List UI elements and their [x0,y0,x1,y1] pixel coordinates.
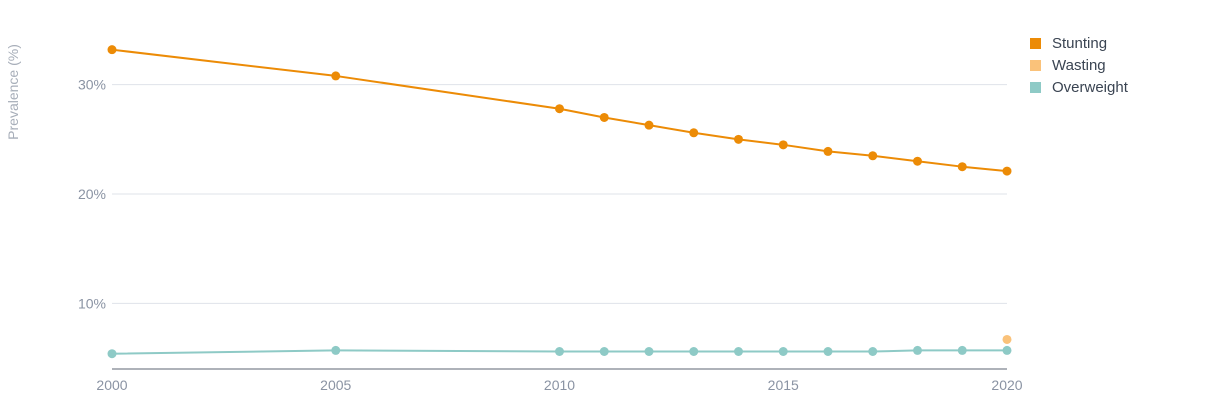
x-tick-label: 2000 [96,377,127,393]
data-point-overweight[interactable] [957,345,967,355]
data-point-overweight[interactable] [644,347,654,357]
data-point-stunting[interactable] [734,134,743,144]
data-point-overweight[interactable] [107,349,117,359]
data-point-overweight[interactable] [734,347,743,357]
data-point-overweight[interactable] [331,345,341,355]
data-point-stunting[interactable] [599,112,609,122]
y-tick-label: 20% [78,186,106,202]
data-point-stunting[interactable] [868,151,878,161]
data-point-stunting[interactable] [778,140,788,150]
series-group [107,45,1012,359]
x-tick-label: 2020 [991,377,1022,393]
data-point-overweight[interactable] [778,347,788,357]
series-stunting [107,45,1012,176]
legend-item-wasting[interactable]: Wasting [1030,57,1106,74]
data-point-overweight[interactable] [689,347,699,357]
legend-swatch [1030,60,1041,71]
data-point-stunting[interactable] [913,156,922,166]
data-point-stunting[interactable] [331,71,341,81]
data-point-stunting[interactable] [555,104,564,114]
data-point-stunting[interactable] [107,45,117,55]
series-wasting [1002,334,1012,344]
legend-label: Stunting [1052,35,1107,52]
data-point-overweight[interactable] [1002,345,1012,355]
legend-item-overweight[interactable]: Overweight [1030,79,1129,96]
legend[interactable]: Stunting Wasting Overweight [1030,35,1129,96]
legend-label: Overweight [1052,79,1129,96]
legend-swatch [1030,38,1041,49]
data-point-wasting[interactable] [1002,334,1012,344]
x-axis: 2000 2005 2010 2015 2020 [96,368,1023,393]
x-tick-label: 2015 [768,377,799,393]
data-point-stunting[interactable] [1002,166,1012,176]
x-tick-label: 2010 [544,377,575,393]
data-point-stunting[interactable] [644,120,654,130]
legend-item-stunting[interactable]: Stunting [1030,35,1107,52]
data-point-overweight[interactable] [599,347,609,357]
series-overweight [107,345,1012,359]
y-axis-title: Prevalence (%) [5,44,21,140]
data-point-stunting[interactable] [823,146,833,156]
legend-label: Wasting [1052,57,1106,74]
grid-lines [112,84,1007,304]
y-axis: 10% 20% 30% Prevalence (%) [5,44,106,311]
data-point-overweight[interactable] [913,345,922,355]
x-tick-label: 2005 [320,377,351,393]
y-tick-label: 10% [78,295,106,311]
y-tick-label: 30% [78,77,106,93]
data-point-overweight[interactable] [868,347,878,357]
legend-swatch [1030,82,1041,93]
data-point-stunting[interactable] [689,128,699,138]
data-point-stunting[interactable] [957,162,967,172]
data-point-overweight[interactable] [555,347,564,357]
data-point-overweight[interactable] [823,347,833,357]
